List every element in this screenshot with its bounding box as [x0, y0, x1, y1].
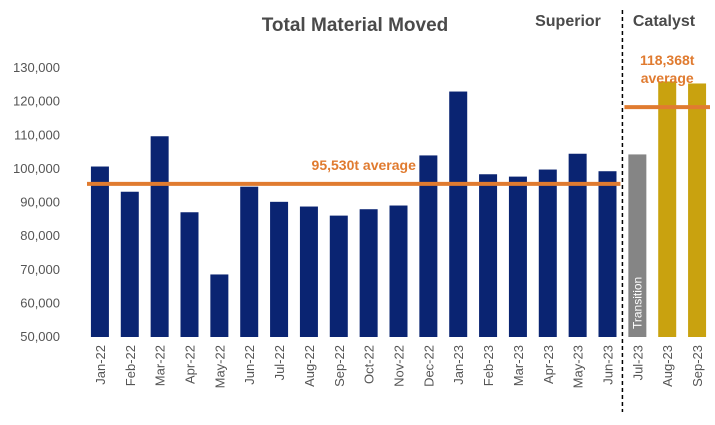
average-label: average	[641, 70, 694, 86]
bar-feb-22	[120, 191, 139, 337]
bar-jul-23	[628, 154, 647, 337]
x-tick-label: Dec-22	[421, 345, 436, 387]
x-tick-label: Mar-23	[511, 345, 526, 386]
bar-nov-22	[389, 205, 408, 337]
x-tick-label: Jul-22	[272, 345, 287, 380]
bar-aug-22	[299, 206, 318, 337]
bar-jun-23	[598, 171, 617, 337]
y-tick-label: 110,000	[14, 127, 60, 142]
average-lines: 95,530t average 118,368t average	[87, 52, 710, 186]
x-tick-label: Aug-23	[660, 345, 675, 387]
x-tick-label: Jun-23	[601, 345, 616, 385]
chart-title: Total Material Moved	[262, 15, 449, 36]
bar-mar-23	[508, 176, 527, 337]
section-label-catalyst: Catalyst	[633, 13, 696, 30]
average-label: 95,530t average	[312, 157, 417, 173]
average-label: 118,368t	[640, 52, 695, 68]
x-tick-label: Jul-23	[630, 345, 645, 380]
y-tick-label: 80,000	[20, 228, 60, 243]
y-tick-label: 100,000	[13, 161, 60, 176]
x-tick-label: Apr-22	[183, 345, 198, 384]
x-axis: Jan-22 Feb-22 Mar-22 Apr-22 May-22 Jun-22 Jul-…	[93, 345, 705, 388]
section-label-superior: Superior	[535, 13, 601, 30]
x-tick-label: Sep-23	[690, 345, 705, 387]
bar-dec-22	[419, 155, 438, 337]
bar-sep-22	[329, 215, 348, 337]
y-tick-label: 90,000	[20, 195, 60, 210]
bar-jun-22	[240, 186, 259, 337]
bar-sep-23	[688, 83, 707, 337]
x-tick-label: Jan-22	[93, 345, 108, 385]
transition-label: Transition	[630, 277, 644, 329]
bar-jul-22	[270, 201, 289, 337]
x-tick-label: Jun-22	[242, 345, 257, 385]
bar-may-23	[568, 153, 587, 337]
y-tick-label: 50,000	[20, 329, 60, 344]
bar-may-22	[210, 274, 229, 337]
bar-jan-23	[449, 91, 468, 337]
x-tick-label: Aug-22	[302, 345, 317, 387]
x-tick-label: May-22	[212, 345, 227, 388]
x-tick-label: Mar-22	[153, 345, 168, 386]
bar-aug-23	[658, 81, 677, 337]
x-tick-label: May-23	[571, 345, 586, 388]
bar-mar-22	[150, 136, 169, 337]
bar-oct-22	[359, 209, 378, 337]
y-tick-label: 70,000	[20, 262, 60, 277]
y-tick-label: 120,000	[13, 94, 60, 109]
x-tick-label: Apr-23	[541, 345, 556, 384]
bar-apr-22	[180, 212, 199, 337]
y-tick-label: 60,000	[20, 295, 60, 310]
x-tick-label: Nov-22	[392, 345, 407, 387]
x-tick-label: Feb-22	[123, 345, 138, 386]
bar-apr-23	[538, 169, 557, 337]
x-tick-label: Oct-22	[362, 345, 377, 384]
x-tick-label: Feb-23	[481, 345, 496, 386]
y-tick-label: 130,000	[13, 60, 60, 75]
bar-feb-23	[479, 174, 498, 337]
bar-jan-22	[90, 166, 109, 337]
bars: Transition	[90, 81, 707, 337]
x-tick-label: Sep-22	[332, 345, 347, 387]
y-axis: 50,000 60,000 70,000 80,000 90,000 100,000 110…	[13, 60, 60, 344]
x-tick-label: Jan-23	[451, 345, 466, 385]
